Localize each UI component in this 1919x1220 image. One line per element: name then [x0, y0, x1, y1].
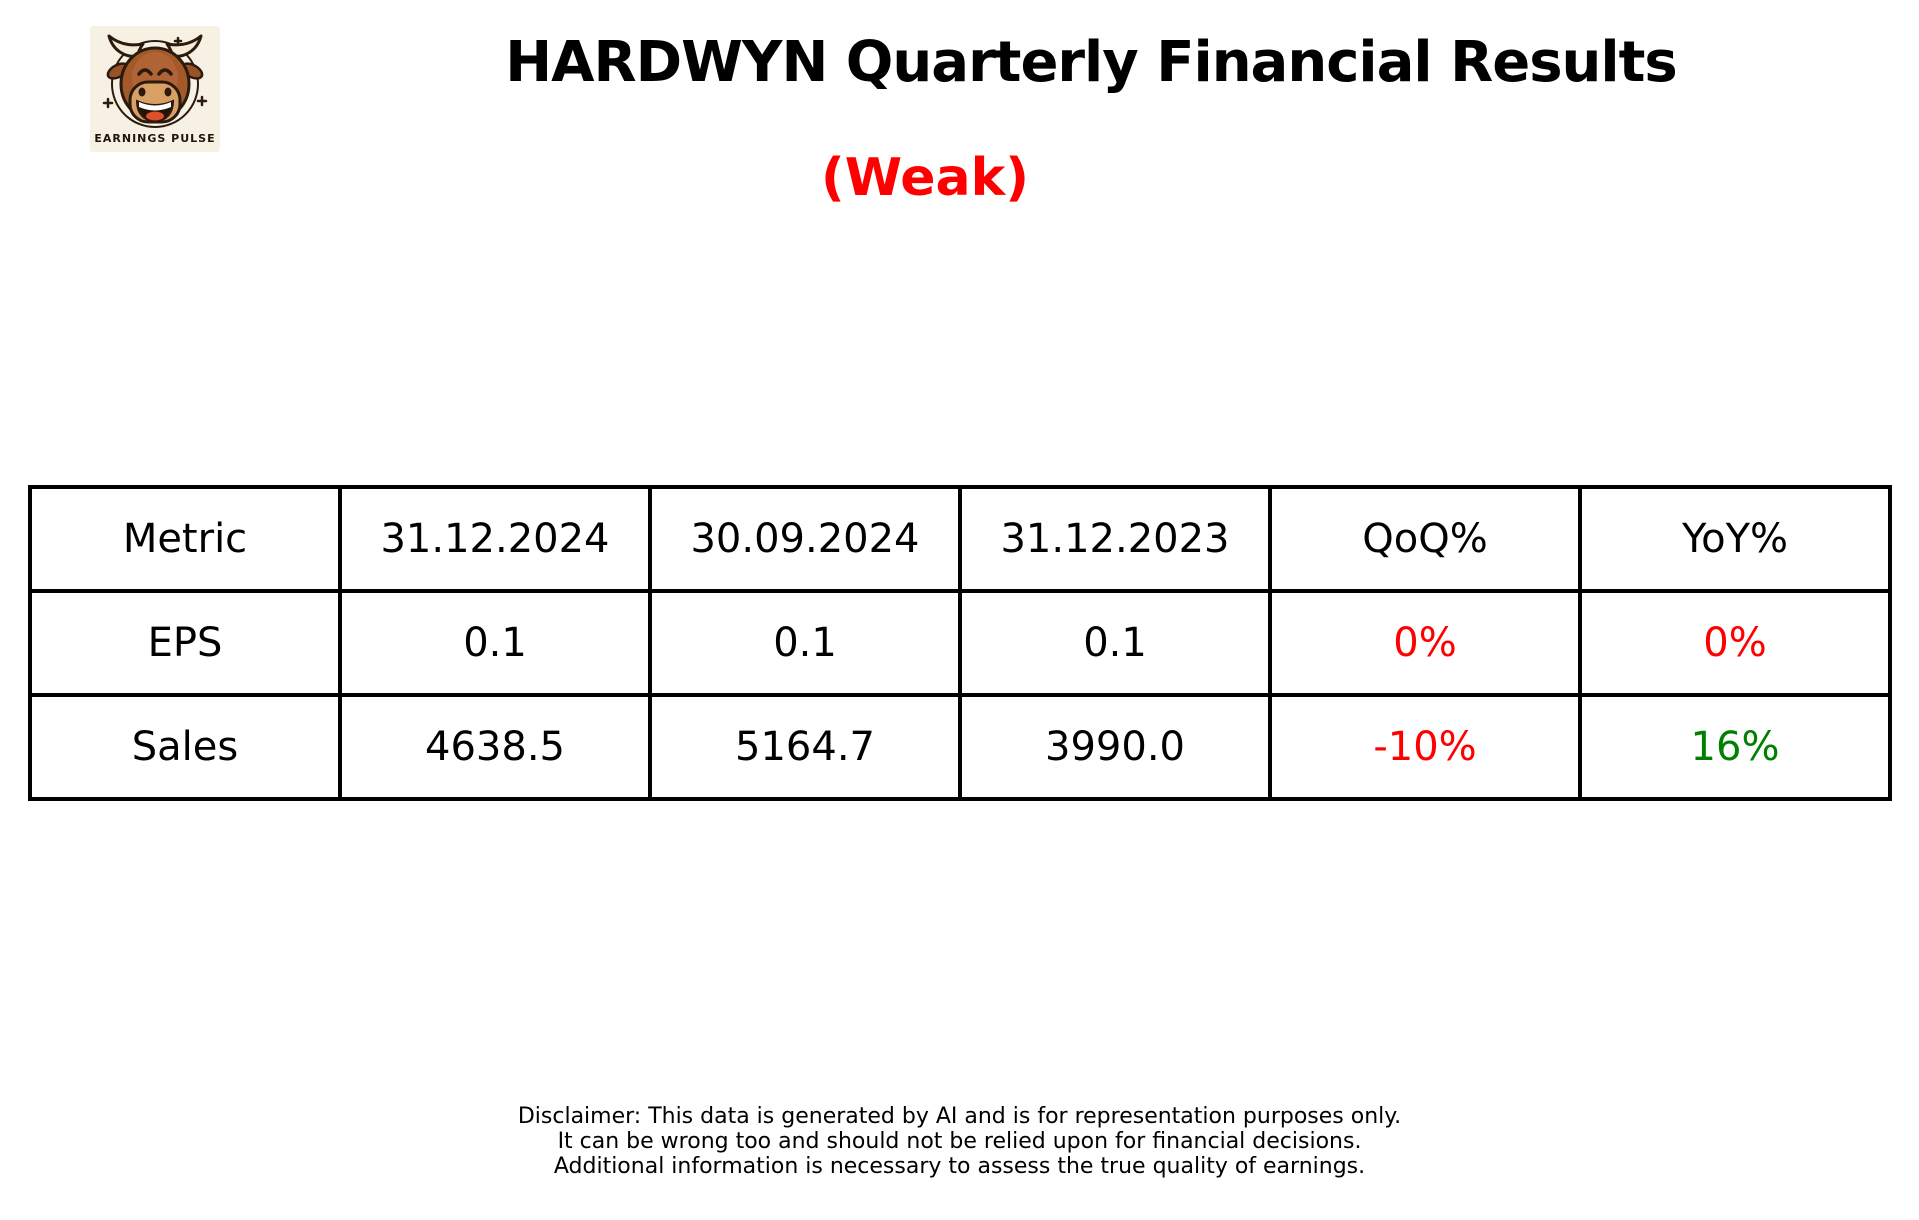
logo-caption: EARNINGS PULSE	[94, 132, 215, 145]
bull-icon: EARNINGS PULSE	[90, 26, 220, 152]
col-header-qoq: QoQ%	[1268, 485, 1582, 593]
cell-sales-prevq: 5164.7	[648, 693, 962, 801]
cell-sales-yoy: 16%	[1578, 693, 1892, 801]
cell-sales-metric: Sales	[28, 693, 342, 801]
col-header-q-yearago: 31.12.2023	[958, 485, 1272, 593]
cell-eps-metric: EPS	[28, 589, 342, 697]
cell-eps-qoq: 0%	[1268, 589, 1582, 697]
col-header-yoy: YoY%	[1578, 485, 1892, 593]
disclaimer-line-3: Additional information is necessary to a…	[553, 1154, 1366, 1179]
cell-eps-current: 0.1	[338, 589, 652, 697]
cell-eps-prevq: 0.1	[648, 589, 962, 697]
cell-sales-qoq: -10%	[1268, 693, 1582, 801]
page-title: HARDWYN Quarterly Financial Results	[505, 30, 1677, 95]
cell-eps-yoy: 0%	[1578, 589, 1892, 697]
col-header-q-previous: 30.09.2024	[648, 485, 962, 593]
financial-results-table: Metric 31.12.2024 30.09.2024 31.12.2023 …	[28, 485, 1892, 801]
disclaimer-line-1: Disclaimer: This data is generated by AI…	[517, 1104, 1402, 1129]
cell-eps-yearago: 0.1	[958, 589, 1272, 697]
earnings-pulse-logo: EARNINGS PULSE	[90, 26, 220, 152]
table-row-sales: Sales 4638.5 5164.7 3990.0 -10% 16%	[28, 693, 1892, 801]
table-header-row: Metric 31.12.2024 30.09.2024 31.12.2023 …	[28, 485, 1892, 593]
cell-sales-current: 4638.5	[338, 693, 652, 801]
cell-sales-yearago: 3990.0	[958, 693, 1272, 801]
col-header-q-current: 31.12.2024	[338, 485, 652, 593]
disclaimer-line-2: It can be wrong too and should not be re…	[557, 1129, 1362, 1154]
table-row-eps: EPS 0.1 0.1 0.1 0% 0%	[28, 589, 1892, 697]
verdict-label: (Weak)	[821, 148, 1029, 208]
disclaimer: Disclaimer: This data is generated by AI…	[0, 1104, 1919, 1179]
col-header-metric: Metric	[28, 485, 342, 593]
